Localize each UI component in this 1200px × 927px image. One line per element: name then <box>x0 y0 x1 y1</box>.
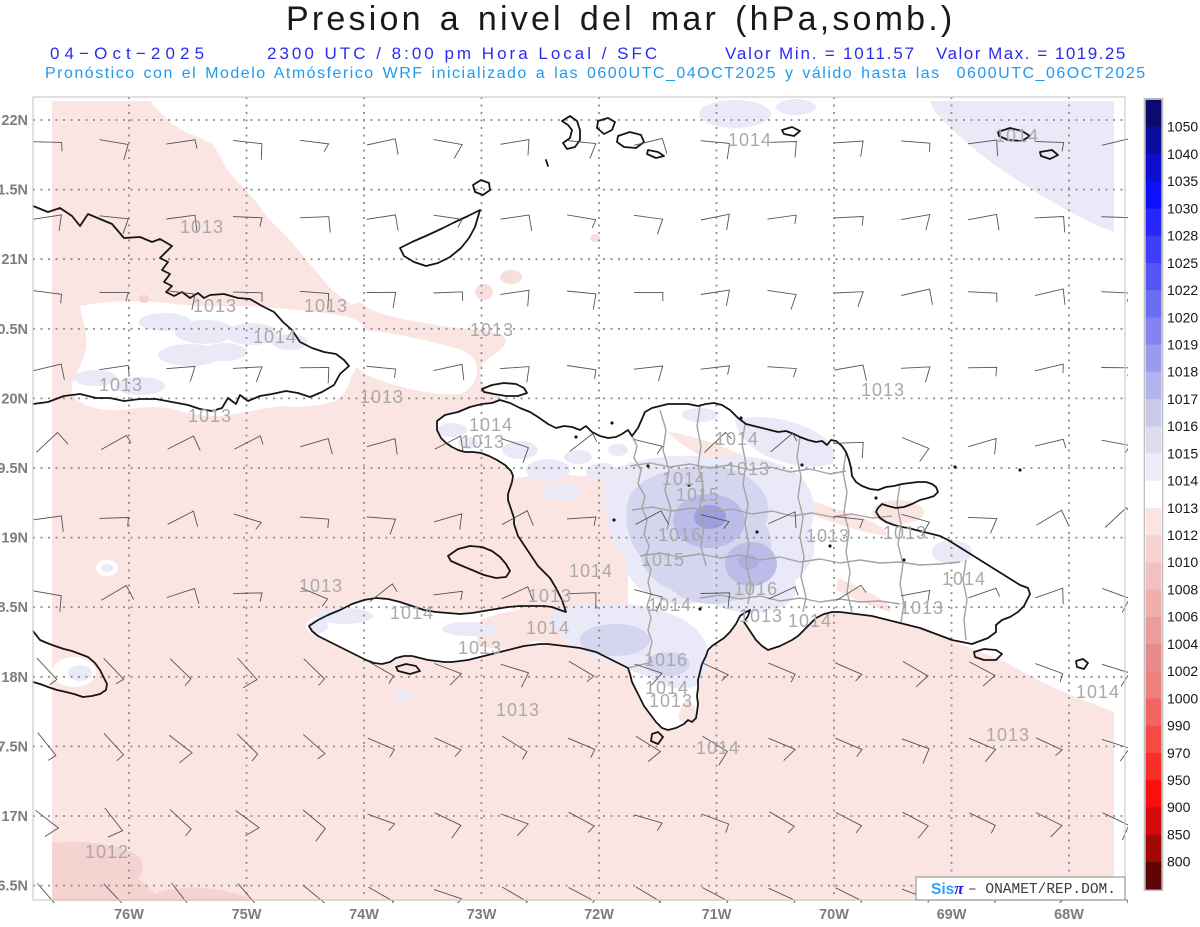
svg-text:1014: 1014 <box>526 618 570 638</box>
svg-text:1016: 1016 <box>644 650 688 670</box>
svg-text:1013: 1013 <box>1167 500 1198 516</box>
svg-text:20N: 20N <box>1 391 28 407</box>
svg-text:74W: 74W <box>349 907 379 923</box>
svg-text:70W: 70W <box>819 907 849 923</box>
svg-text:1013: 1013 <box>496 700 540 720</box>
svg-text:1020: 1020 <box>1167 309 1198 325</box>
svg-text:1025: 1025 <box>1167 255 1198 271</box>
svg-text:22N: 22N <box>1 113 28 129</box>
svg-text:1016: 1016 <box>1167 418 1198 434</box>
svg-text:72W: 72W <box>584 907 614 923</box>
svg-text:1000: 1000 <box>1167 690 1198 706</box>
svg-text:1014: 1014 <box>1076 682 1120 702</box>
svg-text:71W: 71W <box>702 907 732 923</box>
svg-text:800: 800 <box>1167 854 1191 870</box>
svg-text:17.5N: 17.5N <box>0 739 28 755</box>
svg-text:1013: 1013 <box>304 296 348 316</box>
svg-text:1013: 1013 <box>649 691 693 711</box>
svg-text:1014: 1014 <box>569 561 613 581</box>
svg-text:1014: 1014 <box>662 469 706 489</box>
svg-text:1016: 1016 <box>734 579 778 599</box>
svg-text:1010: 1010 <box>1167 554 1198 570</box>
svg-text:1012: 1012 <box>1167 527 1198 543</box>
svg-text:950: 950 <box>1167 772 1191 788</box>
svg-text:1014: 1014 <box>645 678 689 698</box>
svg-text:1030: 1030 <box>1167 200 1198 216</box>
svg-text:1035: 1035 <box>1167 173 1198 189</box>
svg-text:1008: 1008 <box>1167 582 1198 598</box>
svg-text:1013: 1013 <box>739 606 783 626</box>
svg-text:1013: 1013 <box>883 523 927 543</box>
svg-text:21N: 21N <box>1 252 28 268</box>
svg-text:1012: 1012 <box>85 842 129 862</box>
svg-text:1013: 1013 <box>900 598 944 618</box>
svg-text:1004: 1004 <box>1167 636 1198 652</box>
svg-text:1013: 1013 <box>458 638 502 658</box>
svg-text:1014: 1014 <box>942 569 986 589</box>
svg-text:18.5N: 18.5N <box>0 600 28 616</box>
svg-text:1014: 1014 <box>390 603 434 623</box>
svg-text:1017: 1017 <box>1167 391 1198 407</box>
svg-text:16.5N: 16.5N <box>0 879 28 895</box>
svg-text:1015: 1015 <box>1167 445 1198 461</box>
svg-text:1013: 1013 <box>299 576 343 596</box>
svg-text:1014: 1014 <box>728 130 772 150</box>
svg-text:20.5N: 20.5N <box>0 322 28 338</box>
svg-text:1013: 1013 <box>528 586 572 606</box>
svg-text:17N: 17N <box>1 809 28 825</box>
svg-text:1014: 1014 <box>469 415 513 435</box>
svg-text:1040: 1040 <box>1167 146 1198 162</box>
svg-text:1014: 1014 <box>253 327 297 347</box>
svg-text:1022: 1022 <box>1167 282 1198 298</box>
svg-text:1014: 1014 <box>1167 473 1198 489</box>
svg-text:1014: 1014 <box>648 595 692 615</box>
svg-text:900: 900 <box>1167 799 1191 815</box>
svg-text:73W: 73W <box>467 907 497 923</box>
svg-text:68W: 68W <box>1054 907 1084 923</box>
svg-text:1050: 1050 <box>1167 119 1198 135</box>
svg-text:18N: 18N <box>1 670 28 686</box>
svg-text:1018: 1018 <box>1167 364 1198 380</box>
svg-text:76W: 76W <box>114 907 144 923</box>
svg-text:1002: 1002 <box>1167 663 1198 679</box>
svg-text:1013: 1013 <box>360 387 404 407</box>
svg-text:1013: 1013 <box>188 406 232 426</box>
svg-text:1016: 1016 <box>658 525 702 545</box>
svg-text:19N: 19N <box>1 531 28 547</box>
svg-text:1006: 1006 <box>1167 609 1198 625</box>
svg-text:1013: 1013 <box>861 380 905 400</box>
svg-text:69W: 69W <box>937 907 967 923</box>
svg-text:1014: 1014 <box>995 126 1039 146</box>
svg-text:1019: 1019 <box>1167 337 1198 353</box>
svg-text:1013: 1013 <box>726 459 770 479</box>
svg-text:1013: 1013 <box>986 725 1030 745</box>
svg-text:990: 990 <box>1167 718 1191 734</box>
svg-text:75W: 75W <box>232 907 262 923</box>
svg-text:1014: 1014 <box>788 611 832 631</box>
svg-text:1013: 1013 <box>470 320 514 340</box>
svg-text:970: 970 <box>1167 745 1191 761</box>
svg-text:1028: 1028 <box>1167 228 1198 244</box>
svg-text:1013: 1013 <box>99 375 143 395</box>
svg-text:19.5N: 19.5N <box>0 461 28 477</box>
svg-text:1013: 1013 <box>806 526 850 546</box>
svg-text:Sisπ: Sisπ <box>931 879 964 898</box>
svg-text:1013: 1013 <box>193 296 237 316</box>
svg-text:1013: 1013 <box>180 217 224 237</box>
svg-text:1014: 1014 <box>715 429 759 449</box>
svg-text:21.5N: 21.5N <box>0 183 28 199</box>
svg-text:1015: 1015 <box>641 550 685 570</box>
svg-text:1015: 1015 <box>676 485 720 505</box>
svg-text:850: 850 <box>1167 826 1191 842</box>
svg-text:– ONAMET/REP.DOM.: – ONAMET/REP.DOM. <box>968 882 1116 898</box>
svg-text:1014: 1014 <box>696 738 740 758</box>
svg-text:1013: 1013 <box>461 432 505 452</box>
